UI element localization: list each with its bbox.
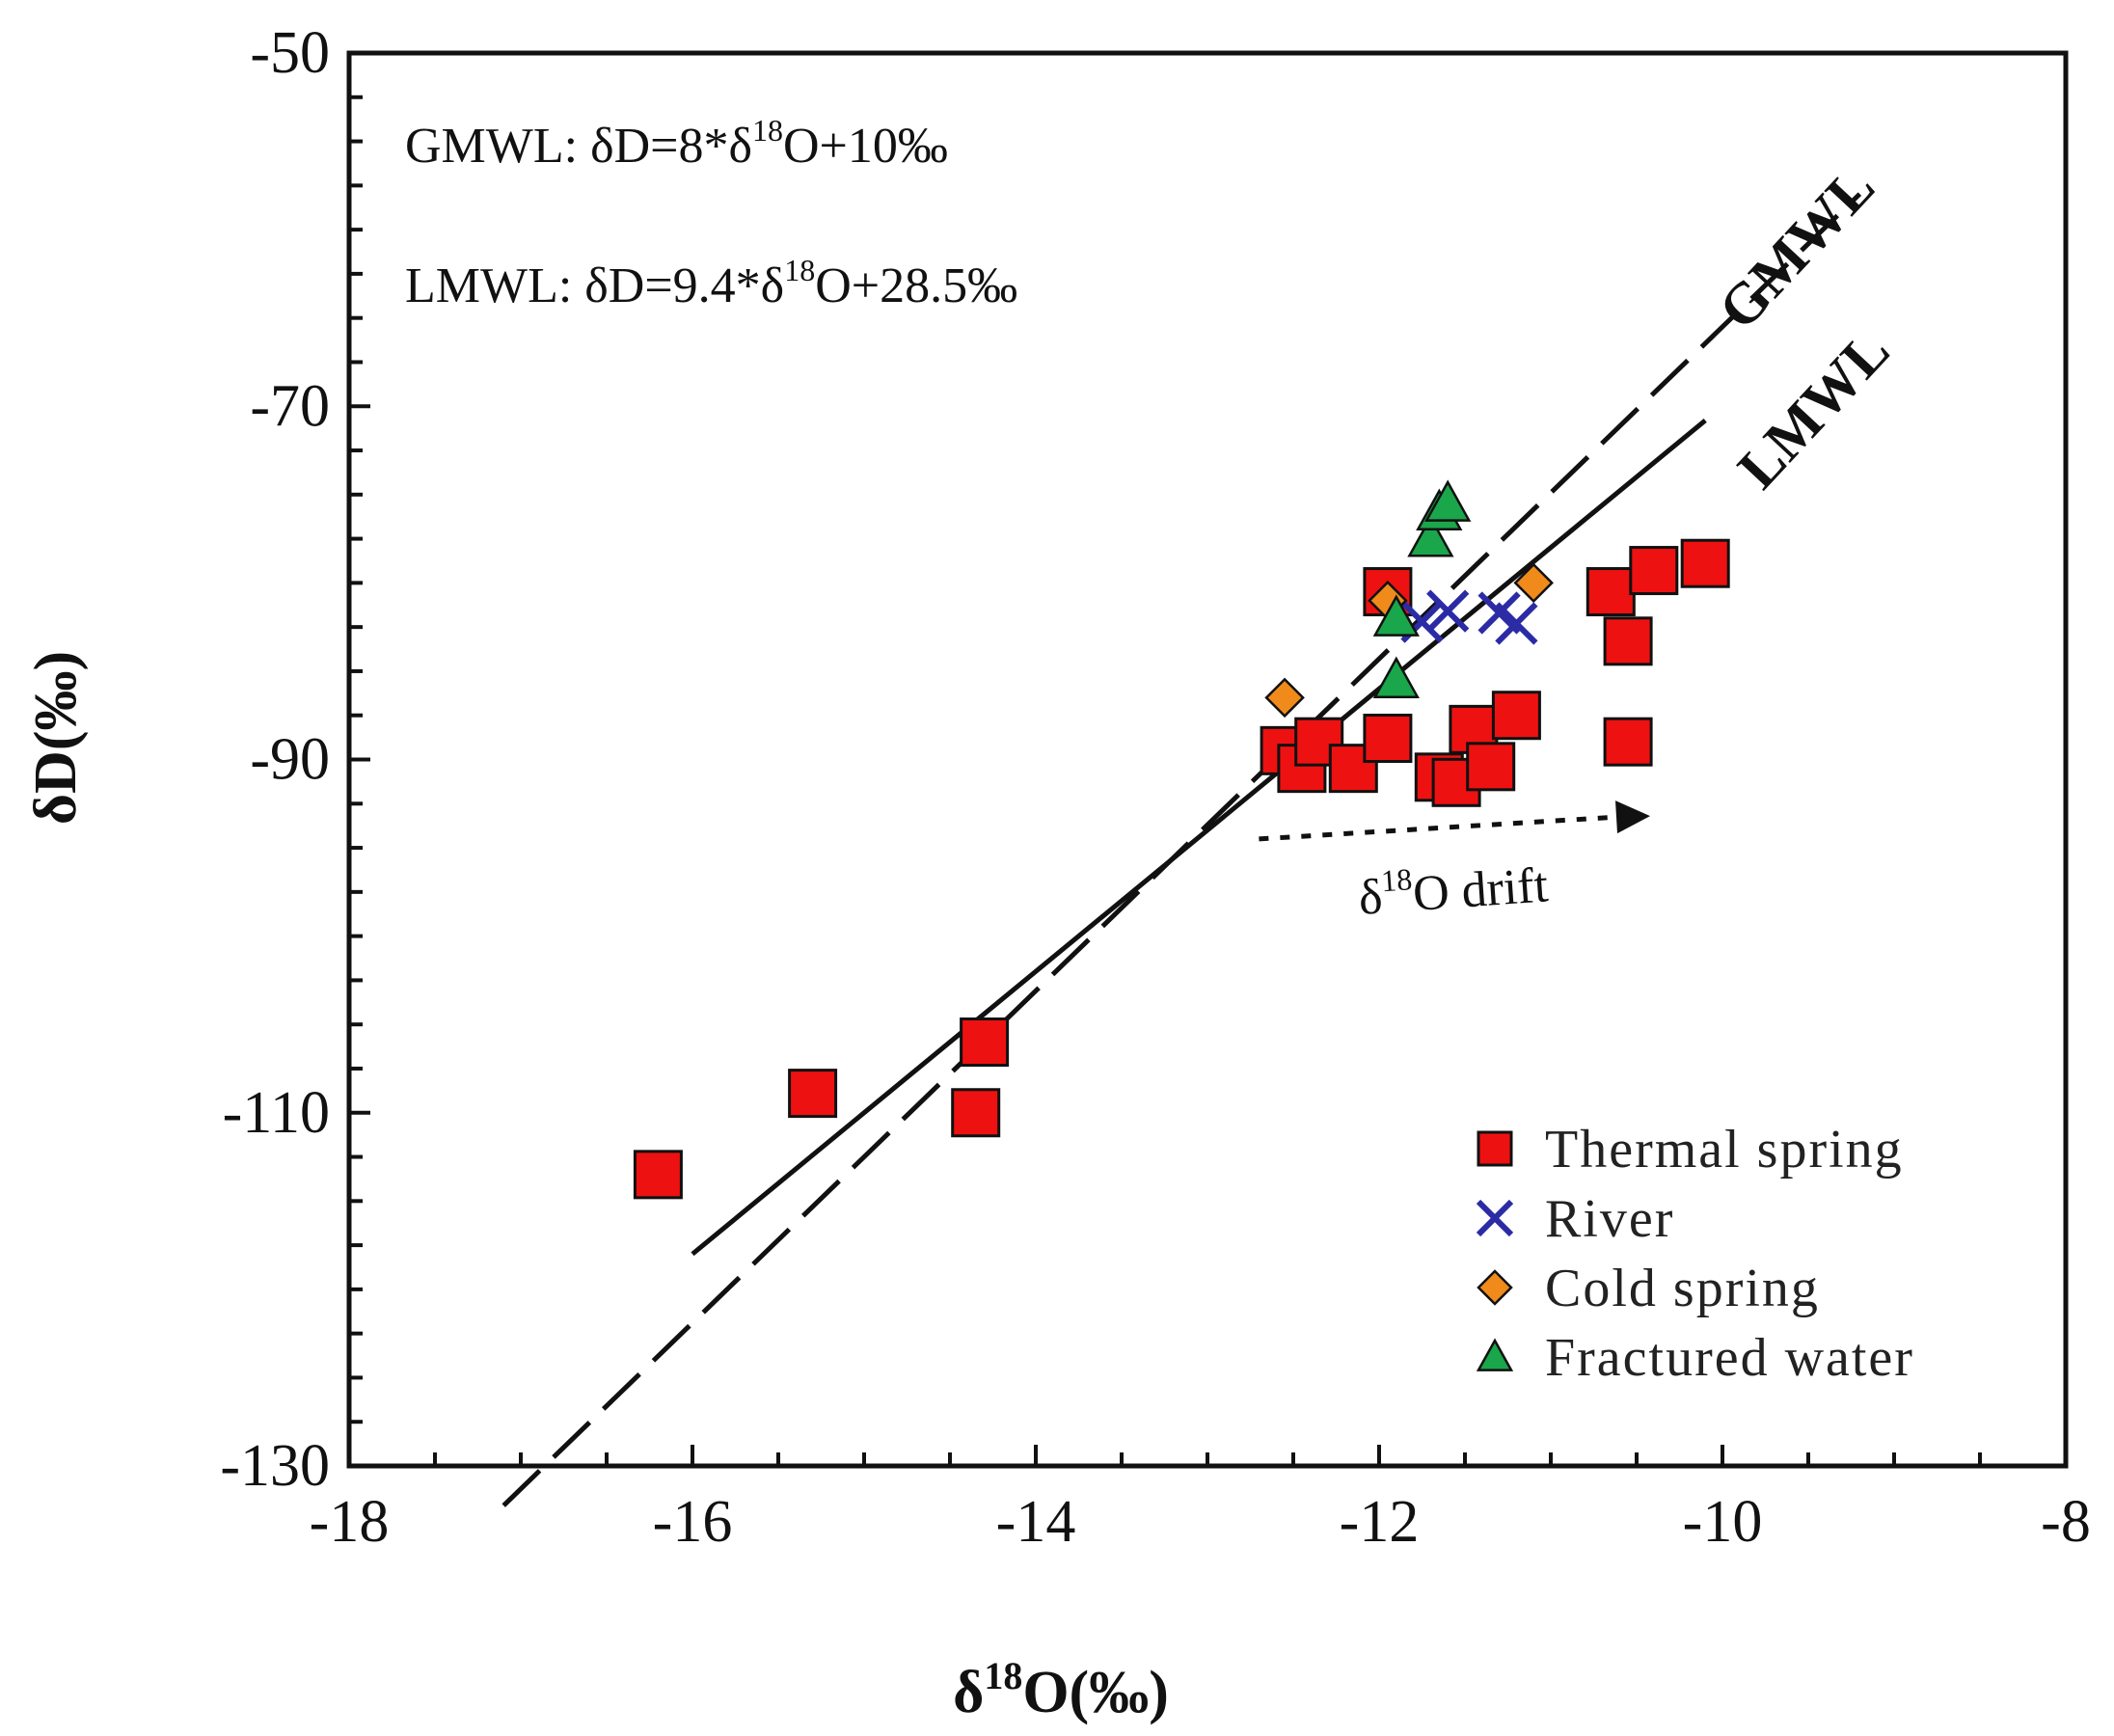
triangle-point <box>1372 594 1420 637</box>
cross-point <box>1495 602 1538 645</box>
y-tick-label: -130 <box>220 1433 330 1499</box>
triangle-point <box>1372 656 1420 698</box>
x-tick-label: -16 <box>653 1489 733 1555</box>
series-fractured-water <box>1372 479 1472 698</box>
square-point <box>1586 567 1636 617</box>
square-point <box>1466 742 1516 792</box>
legend-label: Thermal spring <box>1545 1120 1904 1180</box>
y-axis-title: δD(‰) <box>23 651 89 825</box>
x-tick-label: -12 <box>1340 1489 1420 1555</box>
square-point <box>1603 717 1653 767</box>
meteoric-water-lines <box>501 192 1862 1507</box>
square-point <box>788 1069 838 1119</box>
drift-label: δ18O drift <box>1356 852 1550 926</box>
triangle-point <box>1424 479 1472 522</box>
x-tick-label: -18 <box>310 1489 390 1555</box>
legend-label: Fractured water <box>1545 1328 1914 1388</box>
data-points <box>633 479 1730 1200</box>
y-tick-label: -110 <box>223 1080 330 1146</box>
drift-arrow-line <box>1259 814 1618 842</box>
cross-stroke <box>1477 591 1521 635</box>
y-tick-label: -70 <box>250 373 330 439</box>
cross-stroke <box>1426 589 1470 633</box>
gmwl-equation: GMWL: δD=8*δ18O+10‰ <box>405 113 948 174</box>
drift-arrow <box>1259 800 1650 842</box>
lmwl-equation: LMWL: δD=9.4*δ18O+28.5‰ <box>405 253 1017 313</box>
lmwl-line <box>501 192 1862 1507</box>
square-point <box>1328 744 1378 794</box>
legend: Thermal spring River Cold spring Fractured … <box>1476 1120 1914 1388</box>
axis-ticks: -18 -16 -14 -12 -10 -8 -50 -70 -90 -110 -130 <box>220 20 2090 1555</box>
square-point <box>960 1017 1010 1067</box>
square-point <box>633 1150 683 1200</box>
triangle-point <box>1407 515 1454 557</box>
x-tick-label: -14 <box>996 1489 1076 1555</box>
square-point <box>1491 691 1541 741</box>
cross-stroke <box>1495 602 1538 645</box>
y-tick-label: -50 <box>250 20 330 86</box>
square-point <box>951 1088 1001 1138</box>
legend-marker-diamond <box>1477 1269 1513 1306</box>
cross-stroke <box>1476 1199 1514 1237</box>
diamond-point <box>1264 677 1305 719</box>
x-axis-title: δ18O(‰) <box>953 1654 1169 1725</box>
square-point <box>1363 714 1413 764</box>
square-point <box>1629 546 1679 596</box>
legend-label: Cold spring <box>1545 1259 1820 1318</box>
square-point <box>1603 616 1653 666</box>
legend-marker-cross <box>1476 1199 1514 1237</box>
lmwl-line-label: LMWL <box>1725 318 1901 501</box>
square-point <box>1680 538 1730 588</box>
legend-marker-square <box>1477 1130 1513 1167</box>
drift-arrow-head <box>1615 800 1650 834</box>
cross-point <box>1426 589 1470 633</box>
legend-marker-triangle <box>1476 1338 1514 1371</box>
square-point <box>1294 717 1344 767</box>
gmwl-line-label: GMWL <box>1706 154 1886 341</box>
gmwl-line <box>691 418 1707 1257</box>
series-river <box>1400 589 1538 645</box>
series-thermal-spring <box>633 538 1730 1200</box>
y-tick-label: -90 <box>250 727 330 793</box>
x-tick-label: -8 <box>2041 1489 2091 1555</box>
diamond-point <box>1513 562 1554 604</box>
x-tick-label: -10 <box>1683 1489 1763 1555</box>
legend-label: River <box>1545 1189 1674 1249</box>
